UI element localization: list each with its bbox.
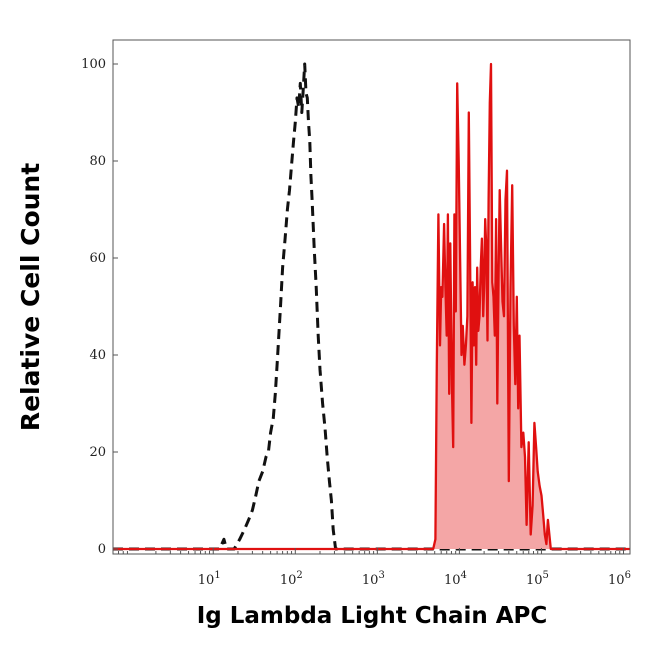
x-tick-base: 10 xyxy=(280,573,297,588)
stained-fill-area xyxy=(113,64,630,549)
x-tick-base: 10 xyxy=(362,573,379,588)
isotype-series-line xyxy=(113,62,630,551)
x-tick-label: 106 xyxy=(608,570,631,588)
y-tick-label: 60 xyxy=(89,251,106,266)
y-tick-label: 40 xyxy=(89,348,106,363)
x-tick-exponent: 5 xyxy=(543,570,549,581)
series-layer xyxy=(113,62,630,551)
y-tick-label: 20 xyxy=(89,445,106,460)
x-tick-exponent: 3 xyxy=(378,570,384,581)
x-tick-base: 10 xyxy=(198,573,215,588)
x-tick-base: 10 xyxy=(444,573,461,588)
y-tick-label: 80 xyxy=(89,154,106,169)
y-axis-title: Relative Cell Count xyxy=(16,163,45,431)
x-tick-label: 101 xyxy=(198,570,221,588)
y-tick-label: 0 xyxy=(98,542,106,557)
x-tick-base: 10 xyxy=(526,573,543,588)
x-tick-label: 102 xyxy=(280,570,303,588)
x-tick-base: 10 xyxy=(608,573,625,588)
y-tick-label: 100 xyxy=(81,57,106,72)
stained-series-line xyxy=(113,62,630,551)
plot-frame xyxy=(112,39,631,555)
x-tick-label: 105 xyxy=(526,570,549,588)
x-tick-label: 103 xyxy=(362,570,385,588)
axes-layer xyxy=(112,39,631,555)
x-tick-label: 104 xyxy=(444,570,467,588)
x-tick-exponent: 1 xyxy=(214,570,220,581)
x-tick-exponent: 4 xyxy=(460,570,466,581)
x-tick-exponent: 2 xyxy=(296,570,302,581)
x-axis-title: Ig Lambda Light Chain APC xyxy=(197,603,548,629)
x-tick-exponent: 6 xyxy=(625,570,631,581)
